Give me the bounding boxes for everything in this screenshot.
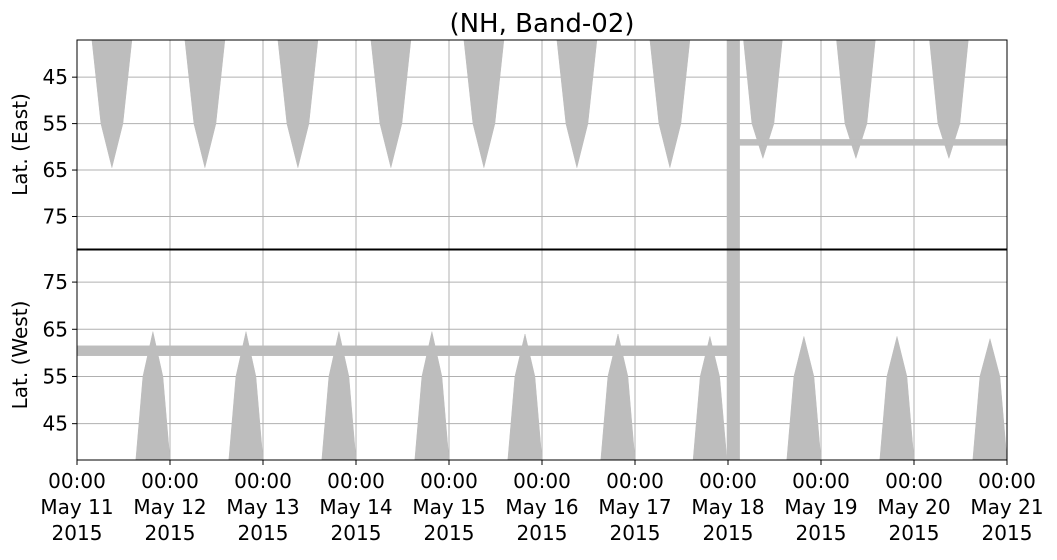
coverage-area xyxy=(184,40,226,168)
x-tick-label: 00:00 May 16 2015 xyxy=(505,469,578,545)
y-tick-label: 75 xyxy=(43,270,68,294)
coverage-area xyxy=(726,40,740,249)
y-axis-label: Lat. (West) xyxy=(8,301,32,410)
chart-title: (NH, Band-02) xyxy=(449,9,634,39)
x-tick-label: 00:00 May 21 2015 xyxy=(970,469,1043,545)
x-tick-label: 00:00 May 20 2015 xyxy=(877,469,950,545)
coverage-area xyxy=(649,40,691,168)
coverage-area xyxy=(739,139,1007,146)
y-axis-label: Lat. (East) xyxy=(8,93,32,196)
y-tick-label: 75 xyxy=(43,204,68,228)
coverage-area xyxy=(556,40,598,168)
y-tick-label: 55 xyxy=(43,112,68,136)
y-tick-label: 65 xyxy=(43,158,68,182)
coverage-area xyxy=(370,40,412,168)
coverage-area xyxy=(77,345,728,356)
panel-frame xyxy=(76,39,1008,250)
coverage-area xyxy=(277,40,319,168)
coverage-area xyxy=(463,40,505,168)
x-tick-label: 00:00 May 12 2015 xyxy=(133,469,206,545)
panel xyxy=(77,250,1007,460)
y-tick-label: 55 xyxy=(43,364,68,388)
x-tick-label: 00:00 May 19 2015 xyxy=(784,469,857,545)
x-tick-label: 00:00 May 13 2015 xyxy=(226,469,299,545)
x-tick-label: 00:00 May 17 2015 xyxy=(598,469,671,545)
x-tick-label: 00:00 May 15 2015 xyxy=(412,469,485,545)
y-tick-label: 65 xyxy=(43,317,68,341)
coverage-area xyxy=(879,336,915,460)
coverage-area xyxy=(786,336,822,460)
x-tick-label: 00:00 May 11 2015 xyxy=(40,469,113,545)
x-tick-label: 00:00 May 14 2015 xyxy=(319,469,392,545)
y-tick-label: 45 xyxy=(43,412,68,436)
coverage-area xyxy=(91,40,133,168)
coverage-area xyxy=(726,250,740,460)
y-tick-label: 45 xyxy=(43,65,68,89)
coverage-area xyxy=(972,337,1007,460)
x-tick-label: 00:00 May 18 2015 xyxy=(691,469,764,545)
panel xyxy=(77,40,1007,249)
coverage-area xyxy=(692,336,728,460)
